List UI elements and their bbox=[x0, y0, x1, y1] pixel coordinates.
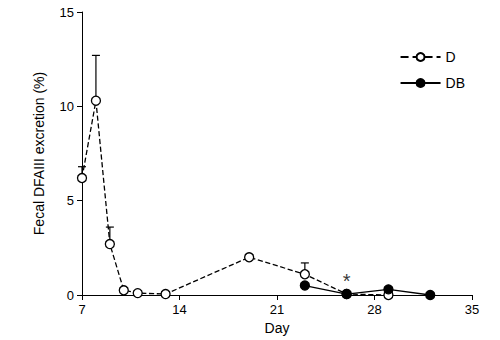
svg-text:21: 21 bbox=[270, 302, 284, 317]
svg-text:0: 0 bbox=[67, 288, 74, 303]
svg-text:10: 10 bbox=[60, 99, 74, 114]
svg-text:14: 14 bbox=[172, 302, 186, 317]
svg-text:D: D bbox=[446, 49, 456, 65]
svg-text:5: 5 bbox=[67, 193, 74, 208]
svg-text:*: * bbox=[343, 270, 351, 292]
svg-text:7: 7 bbox=[78, 302, 85, 317]
svg-text:DB: DB bbox=[446, 75, 465, 91]
svg-text:28: 28 bbox=[367, 302, 381, 317]
svg-text:Day: Day bbox=[265, 320, 290, 336]
svg-text:15: 15 bbox=[60, 5, 74, 20]
svg-text:35: 35 bbox=[465, 302, 479, 317]
svg-text:Fecal DFAIII excretion (%): Fecal DFAIII excretion (%) bbox=[31, 72, 47, 235]
